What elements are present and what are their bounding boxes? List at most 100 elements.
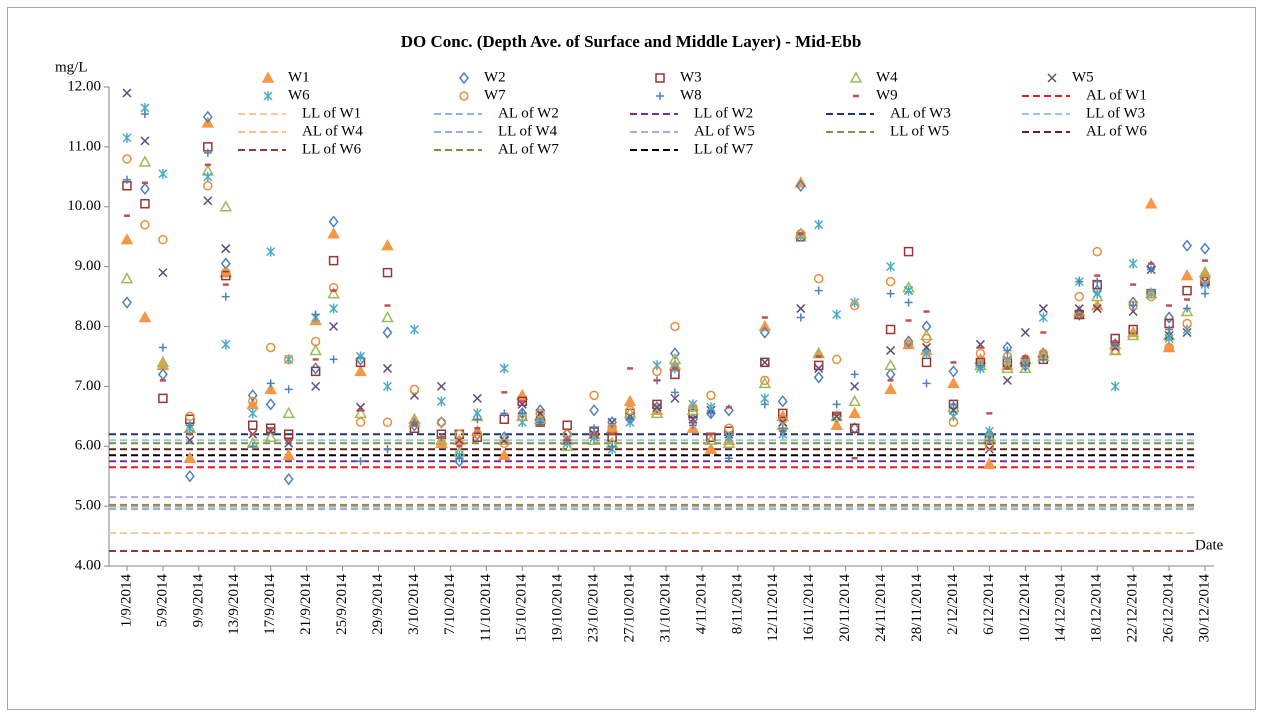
data-point [1200, 242, 1210, 255]
data-point [922, 379, 931, 388]
data-point [455, 454, 464, 463]
data-point [1144, 197, 1158, 209]
x-tick-label: 20/11/2014 [837, 574, 853, 642]
x-tick-label: 16/11/2014 [801, 574, 817, 642]
data-point [652, 402, 662, 412]
data-point [1128, 324, 1138, 335]
data-point [886, 289, 895, 298]
data-point [409, 384, 420, 395]
legend-marker [1047, 73, 1057, 83]
x-tick-label: 25/9/2014 [334, 574, 350, 635]
data-point [947, 376, 960, 389]
data-point [1147, 265, 1156, 274]
data-point [884, 358, 897, 371]
data-point [535, 408, 545, 419]
legend-label: LL of W1 [302, 105, 361, 121]
data-point [122, 296, 132, 309]
data-point [327, 227, 340, 239]
data-point [1182, 318, 1192, 329]
legend-marker [656, 92, 664, 100]
data-point [759, 326, 770, 339]
data-point [248, 442, 257, 451]
data-point [500, 409, 509, 418]
data-point [724, 423, 734, 434]
x-tick-label: 17/9/2014 [262, 574, 278, 635]
data-point [903, 246, 914, 257]
data-point [1002, 354, 1012, 365]
legend-marker [655, 73, 665, 83]
y-tick-label: 8.00 [75, 318, 101, 334]
data-point [1038, 304, 1048, 314]
data-point [1182, 285, 1192, 296]
data-point [283, 472, 294, 486]
data-point [1180, 304, 1194, 317]
data-point [383, 445, 392, 454]
data-point [949, 400, 958, 409]
data-point [1146, 291, 1156, 302]
data-point [266, 379, 275, 388]
x-tick-label: 27/10/2014 [621, 574, 637, 643]
data-point [1110, 381, 1120, 392]
data-point [158, 343, 167, 352]
data-point [472, 393, 482, 403]
data-point [778, 417, 788, 427]
data-point [1200, 276, 1210, 287]
data-point [1201, 289, 1210, 298]
data-point [139, 182, 150, 195]
data-point [607, 423, 617, 434]
data-point [185, 411, 195, 422]
data-point [140, 219, 150, 230]
data-point [1110, 333, 1120, 344]
data-point [203, 171, 213, 182]
data-point [122, 181, 132, 191]
data-point [185, 435, 195, 445]
data-point [382, 417, 393, 428]
data-point [329, 303, 339, 314]
data-point [436, 417, 447, 428]
x-tick-label: 9/9/2014 [190, 574, 206, 628]
x-tick-label: 10/12/2014 [1017, 574, 1033, 643]
data-point [625, 405, 635, 416]
data-point [283, 354, 294, 365]
data-point [813, 371, 824, 384]
data-point [518, 409, 527, 418]
data-point [760, 375, 770, 386]
data-point [1183, 304, 1192, 313]
x-tick-label: 15/10/2014 [514, 574, 530, 643]
legend-label: LL of W7 [694, 141, 754, 157]
data-point [472, 432, 483, 443]
data-point [473, 415, 482, 424]
legend-marker [849, 71, 863, 83]
data-point [185, 414, 195, 425]
data-point [652, 366, 662, 377]
data-point [796, 304, 806, 314]
data-point [760, 400, 769, 409]
y-tick-label: 5.00 [75, 498, 101, 514]
data-point [158, 393, 168, 404]
data-point [284, 385, 293, 394]
data-point [1038, 312, 1048, 323]
y-tick-label: 9.00 [75, 258, 101, 274]
legend-label: AL of W4 [302, 123, 363, 139]
data-point [724, 426, 734, 437]
data-point [984, 426, 994, 437]
data-point [356, 351, 366, 362]
legend-marker [459, 71, 469, 85]
data-point [813, 360, 824, 371]
data-point [203, 181, 213, 191]
data-point [921, 348, 932, 359]
data-point [1019, 361, 1032, 374]
data-point [830, 409, 843, 422]
data-point [884, 382, 897, 395]
legend-label: AL of W6 [1086, 123, 1147, 139]
x-tick-label: 30/12/2014 [1196, 574, 1212, 643]
data-point [283, 429, 294, 440]
data-point [158, 168, 168, 179]
data-point [849, 423, 860, 434]
data-point [1003, 346, 1012, 355]
data-point [264, 382, 277, 395]
data-point [724, 454, 733, 463]
data-point [796, 313, 805, 322]
data-point [517, 396, 528, 407]
